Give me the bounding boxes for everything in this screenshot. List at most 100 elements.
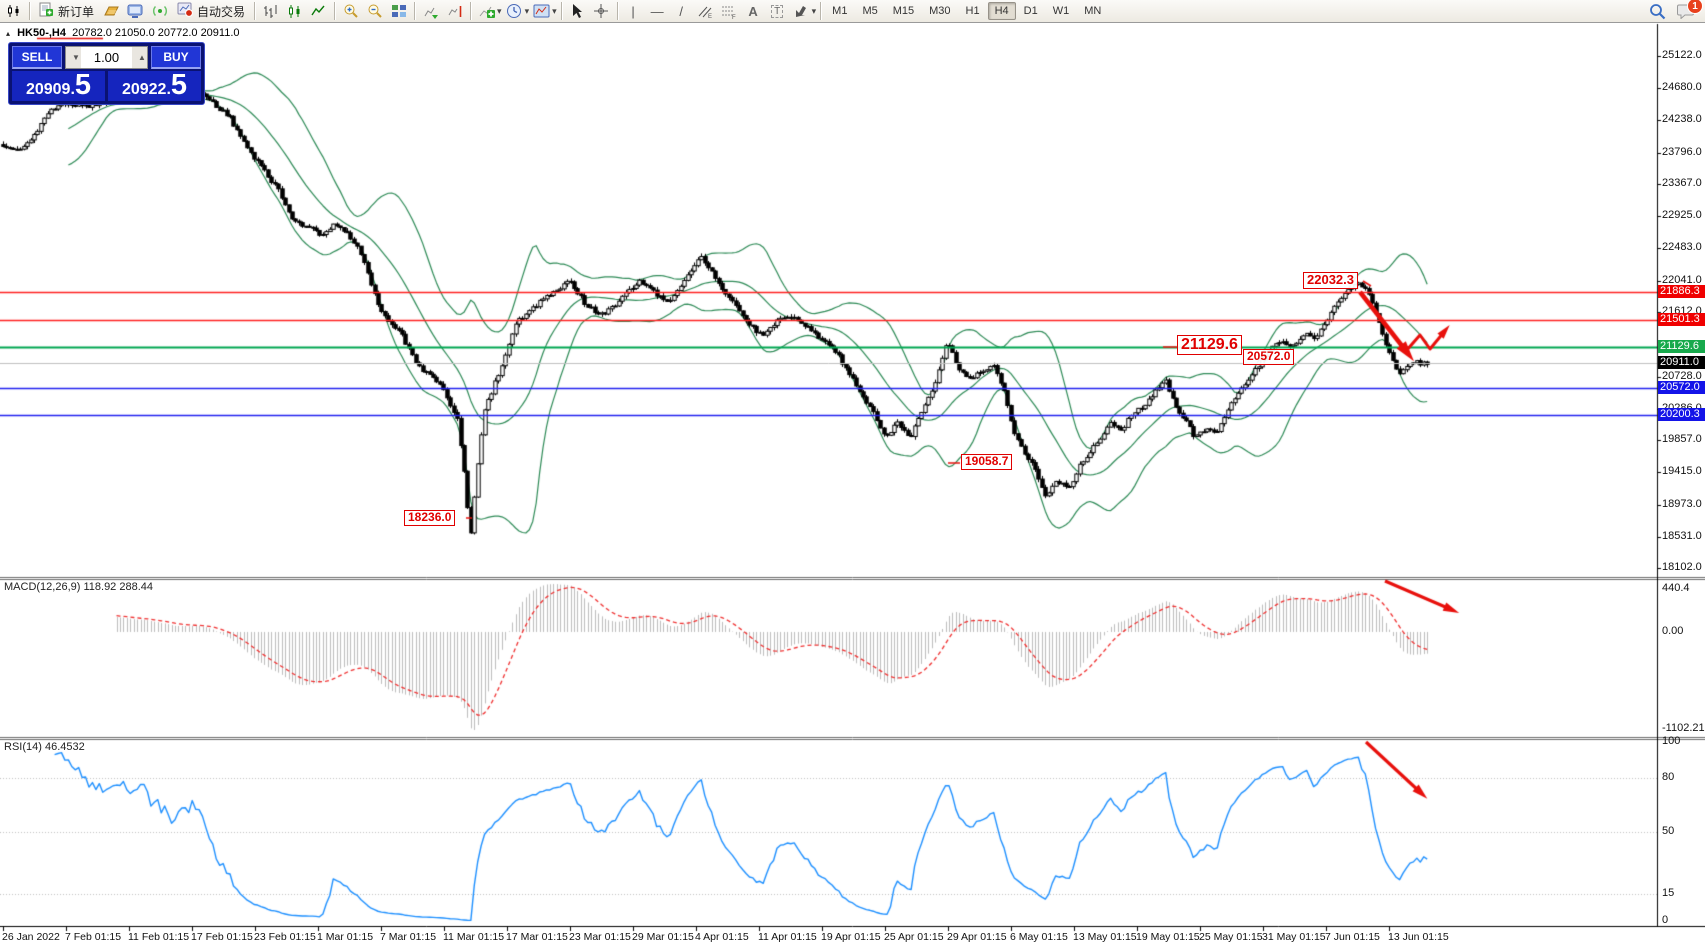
time-axis-label: 7 Feb 01:15: [65, 931, 122, 943]
time-axis-label: 26 Jan 2022: [2, 931, 60, 943]
collapse-triangle-icon[interactable]: ▴: [6, 29, 11, 38]
price-axis-tick: 18102.0: [1662, 561, 1702, 574]
time-axis-label: 19 Apr 01:15: [821, 931, 881, 943]
autotrading-button[interactable]: 自动交易: [172, 1, 250, 21]
rsi-indicator-label: RSI(14) 46.4532: [4, 741, 85, 753]
annotation-label[interactable]: 22032.3: [1303, 272, 1358, 289]
divider: [334, 2, 336, 20]
annotation-label[interactable]: 18236.0: [404, 510, 456, 526]
time-axis-label: 23 Feb 01:15: [254, 931, 316, 943]
tile-windows-icon[interactable]: [387, 1, 410, 21]
autotrading-icon: [177, 2, 193, 20]
sell-button[interactable]: SELL: [12, 46, 62, 69]
notifications-icon[interactable]: 1: [1675, 0, 1703, 21]
timeframe-d1[interactable]: D1: [1023, 5, 1038, 17]
time-axis-label: 7 Mar 01:15: [380, 931, 437, 943]
timeframe-m1[interactable]: M1: [832, 5, 848, 17]
volume-up-button[interactable]: ▲: [132, 47, 147, 68]
timeframe-w1[interactable]: W1: [1052, 5, 1070, 17]
trendline-tool-icon[interactable]: /: [679, 3, 683, 19]
price-axis-tick: 22041.0: [1662, 273, 1702, 286]
volume-value[interactable]: 1.00: [93, 50, 120, 65]
timeframe-mn[interactable]: MN: [1084, 5, 1102, 17]
price-axis-tag: 21129.6: [1658, 340, 1705, 354]
volume-down-button[interactable]: ▼: [66, 47, 81, 68]
line-chart-icon[interactable]: [307, 1, 330, 21]
timeframe-h1[interactable]: H1: [965, 5, 980, 17]
sell-price[interactable]: 20909. 5: [12, 69, 105, 101]
signals-icon[interactable]: [148, 1, 171, 21]
zoom-out-icon[interactable]: [363, 1, 386, 21]
rsi-scale-label: 0: [1662, 914, 1669, 926]
buy-price[interactable]: 20922. 5: [108, 70, 201, 101]
time-axis-label: 11 Apr 01:15: [758, 931, 817, 943]
rsi-scale-label: 80: [1662, 770, 1675, 783]
text-label-tool-icon[interactable]: T: [766, 1, 789, 21]
rsi-scale-label: 100: [1662, 735, 1681, 747]
auto-scroll-icon[interactable]: [419, 1, 442, 21]
price-axis-tick: 24238.0: [1662, 113, 1702, 126]
arrows-tool-icon[interactable]: [790, 1, 813, 21]
divider: [560, 2, 562, 20]
vertical-line-tool-icon[interactable]: |: [631, 3, 635, 19]
timeframe-h4[interactable]: H4: [987, 2, 1016, 20]
price-axis-tick: 18531.0: [1662, 529, 1702, 542]
terminal-icon[interactable]: [124, 1, 147, 21]
price-axis-tick: 23367.0: [1662, 176, 1702, 189]
bar-chart-icon[interactable]: [259, 1, 282, 21]
time-axis-label: 11 Feb 01:15: [128, 931, 190, 943]
horizontal-line-tool-icon[interactable]: —: [650, 3, 664, 19]
divider: [254, 2, 256, 20]
zoom-in-icon[interactable]: [339, 1, 362, 21]
text-tool-icon[interactable]: A: [748, 3, 758, 19]
time-axis-label: 25 May 01:15: [1199, 931, 1263, 943]
price-axis-tick: 19415.0: [1662, 465, 1702, 478]
time-axis-label: 7 Jun 01:15: [1325, 931, 1380, 943]
timeframe-m15[interactable]: M15: [892, 5, 915, 17]
annotation-label[interactable]: 19058.7: [961, 454, 1013, 470]
search-icon[interactable]: [1646, 1, 1669, 21]
annotation-label[interactable]: 21129.6: [1177, 335, 1242, 356]
divider: [470, 2, 472, 20]
divider: [820, 2, 822, 20]
annotation-label[interactable]: 20572.0: [1243, 349, 1295, 365]
autotrading-label: 自动交易: [197, 4, 246, 19]
sell-price-main: 20909.: [25, 81, 75, 98]
history-center-icon[interactable]: [100, 1, 123, 21]
time-axis-label: 29 Apr 01:15: [947, 931, 1007, 943]
price-axis-tick: 20728.0: [1662, 369, 1702, 382]
periods-dropdown-caret[interactable]: ▾: [524, 5, 530, 16]
new-order-button[interactable]: 新订单: [34, 1, 99, 21]
price-axis-tag: 20200.3: [1658, 408, 1705, 422]
templates-icon[interactable]: [530, 1, 553, 21]
timeframe-m5[interactable]: M5: [862, 5, 878, 17]
buy-button[interactable]: BUY: [151, 46, 201, 69]
macd-scale-zero: 0.00: [1662, 624, 1684, 637]
indicators-icon[interactable]: [475, 1, 498, 21]
crosshair-tool-icon[interactable]: [590, 1, 613, 21]
chart-shift-icon[interactable]: [443, 1, 466, 21]
sell-price-fraction: 5: [74, 69, 92, 101]
indicators-dropdown-caret[interactable]: ▾: [497, 5, 502, 16]
svg-text:F: F: [732, 15, 736, 19]
fibonacci-tool-icon[interactable]: F: [718, 1, 741, 21]
new-order-icon: [39, 2, 54, 21]
divider: [616, 2, 618, 20]
equidistant-channel-tool-icon[interactable]: E: [694, 1, 717, 21]
divider: [29, 2, 30, 20]
cursor-tool-icon[interactable]: [566, 1, 589, 21]
new-chart-icon[interactable]: [2, 1, 25, 21]
time-axis-label: 23 Mar 01:15: [569, 931, 631, 943]
price-axis-tick: 19857.0: [1662, 433, 1702, 446]
price-axis-tag: 20911.0: [1658, 356, 1705, 370]
periods-icon[interactable]: [503, 1, 526, 21]
arrows-dropdown-caret[interactable]: ▾: [811, 5, 817, 16]
timeframe-m30[interactable]: M30: [929, 5, 951, 17]
candlestick-chart-icon[interactable]: [283, 1, 306, 21]
price-axis-tick: 22925.0: [1662, 209, 1702, 222]
templates-dropdown-caret[interactable]: ▾: [552, 5, 557, 16]
price-axis-tag: 21501.3: [1658, 313, 1705, 327]
